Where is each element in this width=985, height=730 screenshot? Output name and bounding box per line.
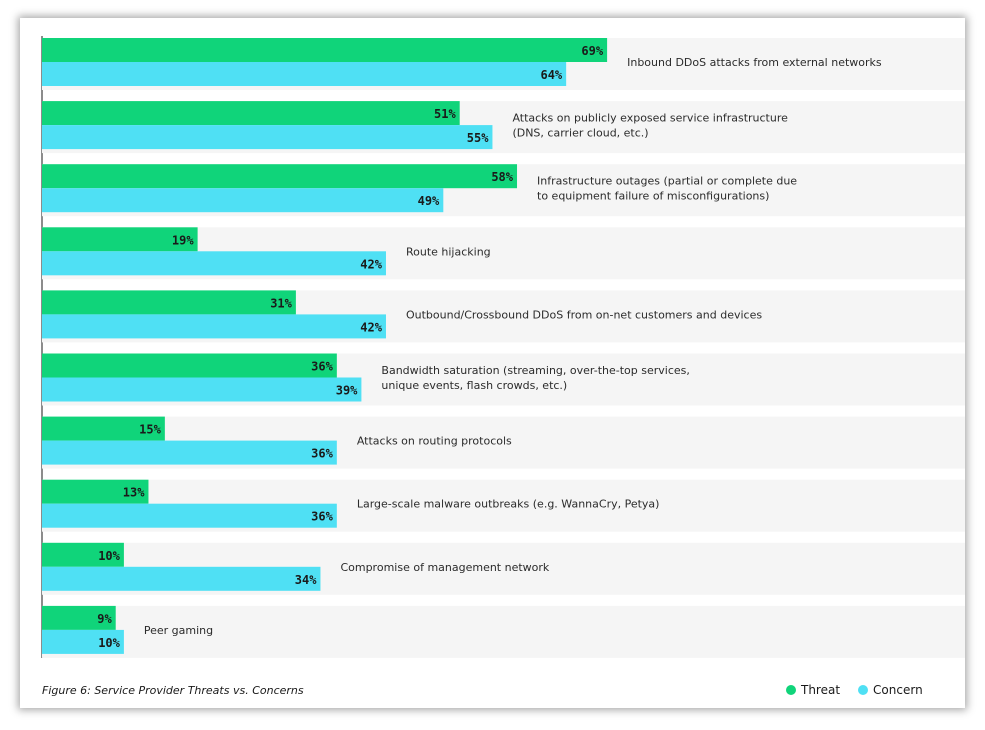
category-label: Peer gaming [144, 624, 213, 637]
figure-caption: Figure 6: Service Provider Threats vs. C… [42, 684, 304, 697]
bar-chart: 69% 64% Inbound DDoS attacks from external… [41, 36, 965, 658]
legend-concern-marker [858, 685, 869, 695]
concern-bar [42, 629, 124, 654]
category-label: Outbound/Crossbound DDoS from on-net cus… [406, 308, 762, 321]
concern-value-label: 64% [540, 68, 562, 82]
category-label: Bandwidth saturation (streaming, over-th… [381, 364, 689, 392]
threat-value-label: 19% [172, 233, 194, 247]
concern-bar [42, 188, 444, 213]
concern-bar [42, 440, 337, 465]
category-label: Attacks on publicly exposed service infr… [512, 112, 788, 140]
category-label: Attacks on routing protocols [357, 435, 512, 448]
threat-bar [42, 290, 296, 315]
threat-bar [42, 416, 165, 441]
concern-value-label: 39% [336, 384, 358, 398]
concern-value-label: 36% [311, 447, 333, 461]
threat-value-label: 36% [311, 360, 333, 374]
threat-value-label: 58% [491, 170, 513, 184]
threat-bar [42, 542, 124, 567]
concern-value-label: 10% [98, 636, 120, 650]
threat-value-label: 15% [139, 423, 161, 437]
legend-threat-label: Threat [801, 683, 841, 697]
concern-value-label: 42% [360, 320, 382, 334]
legend-item-threat: Threat [786, 683, 840, 697]
concern-value-label: 36% [311, 510, 333, 524]
threat-bar [42, 605, 116, 630]
threat-bar [42, 38, 608, 62]
threat-bar [42, 227, 198, 252]
concern-bar [42, 377, 362, 402]
category-label: Route hijacking [406, 245, 491, 258]
concern-bar [42, 62, 567, 86]
threat-value-label: 31% [270, 296, 292, 310]
threat-bar [42, 164, 518, 189]
category-label: Compromise of management network [340, 561, 549, 574]
figure-frame: 69% 64% Inbound DDoS attacks from external… [20, 18, 965, 708]
legend-concern-label: Concern [873, 683, 923, 697]
threat-value-label: 10% [98, 549, 120, 563]
concern-value-label: 42% [360, 257, 382, 271]
threat-value-label: 69% [581, 44, 603, 58]
concern-bar [42, 314, 386, 339]
concern-value-label: 49% [418, 194, 440, 208]
legend-threat-marker [786, 685, 796, 695]
threat-bar [42, 101, 460, 126]
category-label: Infrastructure outages (partial or compl… [537, 175, 797, 203]
category-label: Large-scale malware outbreaks (e.g. Wann… [357, 498, 660, 511]
concern-bar [42, 251, 386, 276]
threat-bar [42, 353, 337, 378]
concern-bar [42, 503, 337, 528]
category-label: Inbound DDoS attacks from external netwo… [627, 56, 882, 69]
chart-legend: Threat Concern [786, 683, 923, 697]
concern-value-label: 34% [295, 573, 317, 587]
row-background [42, 605, 965, 658]
threat-value-label: 51% [434, 107, 456, 121]
legend-item-concern: Concern [858, 683, 923, 697]
threat-value-label: 13% [123, 486, 145, 500]
threat-bar [42, 479, 149, 504]
concern-bar [42, 125, 493, 150]
concern-bar [42, 566, 321, 591]
threat-value-label: 9% [97, 612, 112, 626]
concern-value-label: 55% [467, 131, 489, 145]
